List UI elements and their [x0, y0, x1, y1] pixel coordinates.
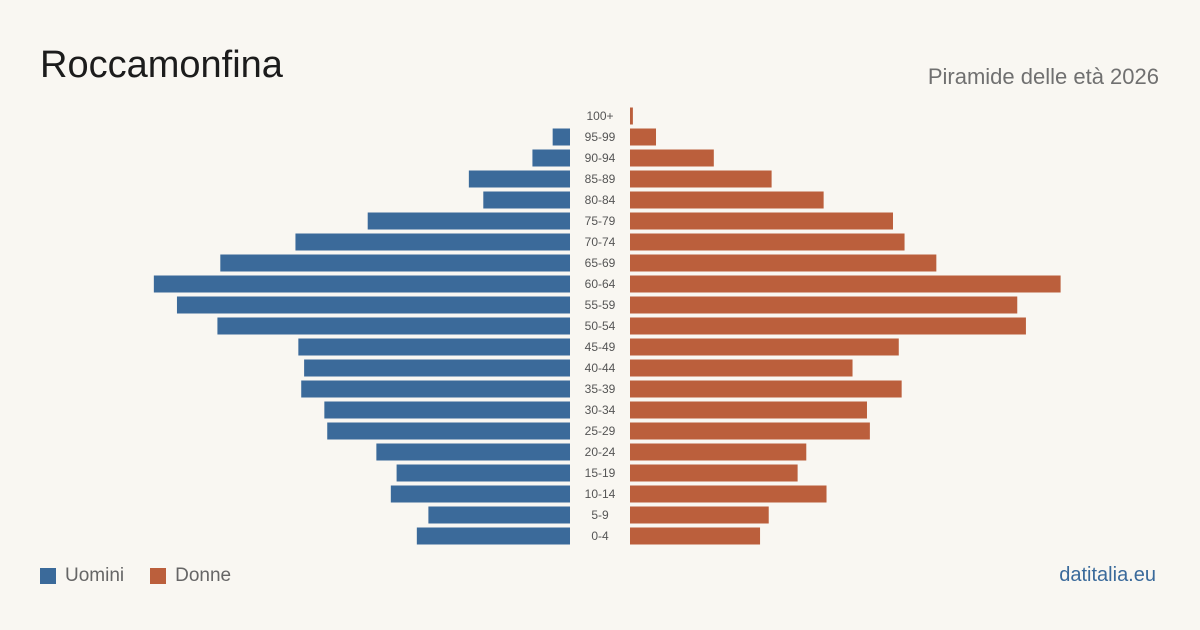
- bar-men: [153, 275, 570, 293]
- bar-men: [416, 527, 570, 545]
- legend-item-men: Uomini: [40, 565, 124, 587]
- bar-women: [630, 464, 798, 482]
- age-label: 10-14: [585, 487, 616, 501]
- bar-women: [630, 296, 1018, 314]
- bar-women: [630, 233, 905, 251]
- bar-men: [217, 317, 571, 335]
- bar-women: [630, 149, 714, 167]
- bar-men: [324, 401, 570, 419]
- bar-men: [552, 128, 570, 146]
- source-link[interactable]: datitalia.eu: [1059, 564, 1156, 586]
- legend-label-women: Donne: [175, 565, 232, 586]
- chart-subtitle: Piramide delle età 2026: [927, 64, 1159, 89]
- age-label: 5-9: [591, 508, 609, 522]
- bar-women: [630, 527, 761, 545]
- bar-women: [630, 212, 893, 230]
- bar-men: [468, 170, 570, 188]
- bar-women: [630, 380, 902, 398]
- age-label: 0-4: [591, 529, 609, 543]
- legend-label-men: Uomini: [65, 565, 125, 586]
- age-label: 40-44: [585, 361, 616, 375]
- age-label: 75-79: [585, 214, 616, 228]
- age-label: 65-69: [585, 256, 616, 270]
- bar-men: [220, 254, 570, 272]
- bar-women: [630, 107, 633, 125]
- bar-men: [367, 212, 570, 230]
- bar-women: [630, 485, 827, 503]
- bar-women: [630, 254, 937, 272]
- legend-item-women: Donne: [150, 565, 231, 587]
- bar-men: [428, 506, 570, 524]
- age-label: 80-84: [585, 193, 616, 207]
- bar-men: [396, 464, 570, 482]
- bar-men: [390, 485, 570, 503]
- legend: Uomini Donne: [40, 565, 257, 587]
- age-label: 55-59: [585, 298, 616, 312]
- bar-men: [532, 149, 570, 167]
- age-label: 25-29: [585, 424, 616, 438]
- age-label: 70-74: [585, 235, 616, 249]
- bar-men: [301, 380, 570, 398]
- bar-men: [295, 233, 570, 251]
- age-label: 20-24: [585, 445, 616, 459]
- bar-men: [376, 443, 570, 461]
- bar-men: [304, 359, 570, 377]
- bar-men: [176, 296, 570, 314]
- bar-women: [630, 128, 657, 146]
- age-label: 90-94: [585, 151, 616, 165]
- legend-swatch-women: [150, 568, 167, 584]
- age-label: 35-39: [585, 382, 616, 396]
- bar-men: [327, 422, 570, 440]
- bar-women: [630, 191, 824, 209]
- chart-title: Roccamonfina: [40, 44, 283, 86]
- age-label: 95-99: [585, 130, 616, 144]
- bar-women: [630, 443, 807, 461]
- age-label: 60-64: [585, 277, 616, 291]
- bar-men: [298, 338, 570, 356]
- bar-women: [630, 170, 772, 188]
- age-label: 15-19: [585, 466, 616, 480]
- age-label: 85-89: [585, 172, 616, 186]
- bar-women: [630, 401, 867, 419]
- age-label: 50-54: [585, 319, 616, 333]
- age-label: 30-34: [585, 403, 616, 417]
- bar-women: [630, 359, 853, 377]
- age-label: 100+: [586, 109, 613, 123]
- bar-men: [483, 191, 570, 209]
- age-label: 45-49: [585, 340, 616, 354]
- bar-women: [630, 275, 1061, 293]
- bar-women: [630, 422, 870, 440]
- legend-swatch-men: [40, 568, 56, 584]
- bar-women: [630, 506, 769, 524]
- bar-women: [630, 338, 899, 356]
- bar-women: [630, 317, 1026, 335]
